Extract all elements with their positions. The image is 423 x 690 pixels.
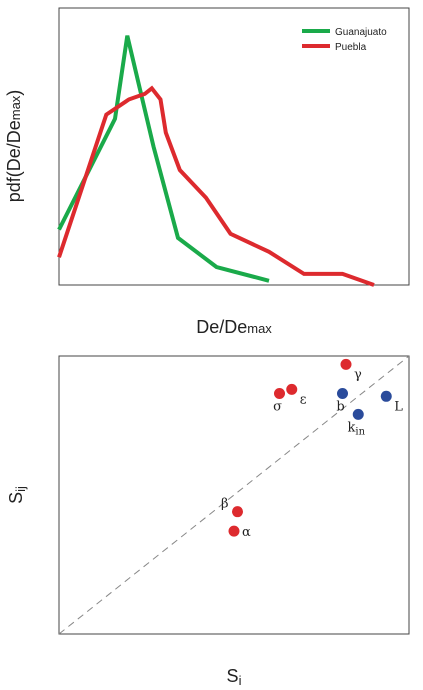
scatter-point-label-main: L bbox=[394, 399, 403, 414]
scatter-point-1 bbox=[286, 383, 298, 395]
series-line-guanajuato bbox=[57, 35, 270, 283]
pdf-y-axis-label: pdf(De/Demax) bbox=[4, 90, 24, 203]
legend-label-puebla: Puebla bbox=[335, 42, 367, 53]
scatter-point-label-7: L bbox=[394, 399, 403, 414]
similarity-y-axis-label-main: S bbox=[6, 492, 26, 504]
scatter-point-label-main: β bbox=[221, 497, 229, 512]
similarity-x-axis-label-main: S bbox=[227, 666, 239, 686]
pdf-plot-frame bbox=[58, 7, 410, 286]
pdf-series bbox=[57, 35, 375, 287]
similarity-diagonal-line bbox=[58, 355, 410, 635]
scatter-point-label-5: b bbox=[336, 400, 344, 415]
scatter-point-7 bbox=[380, 390, 392, 402]
scatter-point-3 bbox=[232, 506, 243, 518]
scatter-point-0 bbox=[274, 388, 285, 400]
scatter-point-label-main: γ bbox=[354, 367, 362, 382]
legend-label-guanajuato: Guanajuato bbox=[335, 27, 387, 38]
scatter-point-5 bbox=[337, 388, 348, 400]
scatter-point-label-main: ε bbox=[300, 392, 307, 407]
pdf-legend: Guanajuato Puebla bbox=[302, 27, 387, 53]
similarity-x-axis-label-sub: i bbox=[239, 673, 242, 688]
scatter-point-label-3: β bbox=[221, 497, 229, 512]
scatter-point-label-main: b bbox=[336, 400, 344, 415]
scatter-point-label-4: α bbox=[242, 525, 251, 540]
scatter-point-label-6: kin bbox=[347, 420, 365, 437]
scatter-point-4 bbox=[228, 525, 240, 537]
pdf-y-axis-label-close: ) bbox=[4, 90, 24, 96]
similarity-y-axis-label-sub: ij bbox=[13, 486, 28, 492]
scatter-point-label-1: ε bbox=[300, 392, 307, 407]
pdf-y-axis-label-sub: max bbox=[8, 95, 23, 120]
pdf-x-axis-label-main: De/De bbox=[196, 317, 247, 337]
pdf-x-axis-label-sub: max bbox=[247, 321, 272, 336]
scatter-point-2 bbox=[340, 358, 352, 370]
similarity-plot-frame bbox=[58, 355, 410, 635]
scatter-point-label-0: σ bbox=[273, 400, 282, 415]
scatter-point-label-2: γ bbox=[354, 367, 362, 382]
pdf-y-axis-label-main: pdf(De/De bbox=[4, 120, 24, 202]
scatter-point-label-main: k bbox=[347, 420, 355, 435]
similarity-y-axis-label: Sij bbox=[6, 486, 28, 504]
similarity-x-axis-label: Si bbox=[227, 666, 242, 688]
scatter-point-label-main: σ bbox=[273, 400, 282, 415]
scatter-point-label-main: α bbox=[242, 525, 251, 540]
pdf-x-axis-label: De/Demax bbox=[196, 317, 272, 337]
series-line-puebla bbox=[57, 85, 375, 287]
scatter-point-label-sub: in bbox=[355, 426, 365, 437]
scatter-point-6 bbox=[352, 408, 364, 420]
